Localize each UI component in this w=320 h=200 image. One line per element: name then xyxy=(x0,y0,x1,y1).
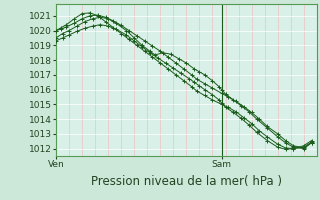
X-axis label: Pression niveau de la mer( hPa ): Pression niveau de la mer( hPa ) xyxy=(91,175,282,188)
